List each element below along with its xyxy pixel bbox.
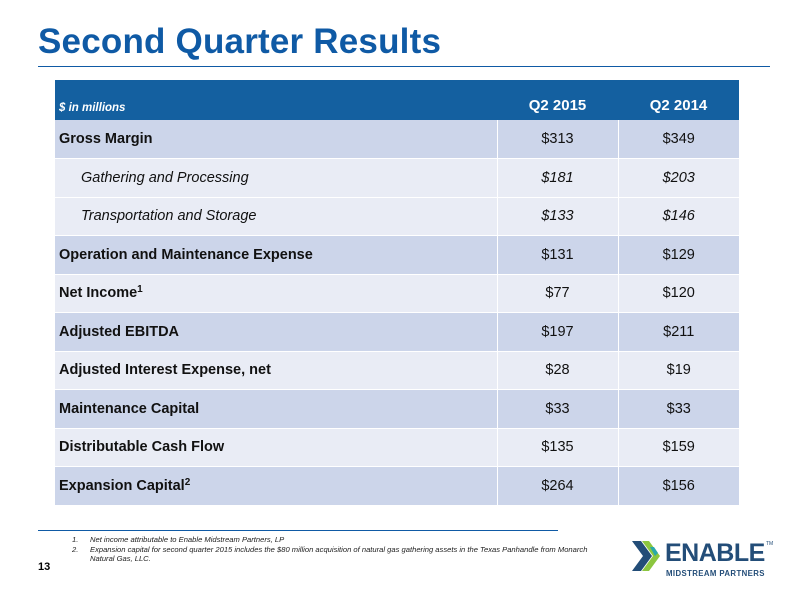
value-q2-2015: $313 (496, 120, 618, 159)
table-row: Operation and Maintenance Expense $131 $… (55, 235, 739, 275)
logo-wordmark: ENABLE (665, 539, 765, 567)
footnote-text: Expansion capital for second quarter 201… (90, 544, 588, 564)
value-q2-2014: $129 (617, 235, 739, 275)
table-row: Adjusted EBITDA $197 $211 (55, 312, 739, 352)
row-label: Adjusted Interest Expense, net (55, 351, 497, 390)
title-divider (38, 66, 770, 67)
value-q2-2015: $133 (496, 197, 618, 236)
footnote-item: 1. Net income attributable to Enable Mid… (72, 535, 592, 545)
value-q2-2014: $159 (617, 428, 739, 467)
row-label: Maintenance Capital (55, 389, 497, 429)
value-q2-2014: $120 (617, 274, 739, 313)
logo-trademark: TM (766, 541, 774, 547)
enable-chevron-icon (632, 541, 660, 571)
value-q2-2014: $203 (617, 158, 739, 198)
value-q2-2014: $211 (617, 312, 739, 352)
footnote-number: 2. (72, 544, 79, 554)
value-q2-2015: $181 (496, 158, 618, 198)
row-label: Gathering and Processing (55, 158, 497, 198)
footnote-divider (38, 530, 558, 531)
footnote-number: 1. (72, 535, 79, 544)
value-q2-2014: $19 (617, 351, 739, 390)
row-label: Operation and Maintenance Expense (55, 235, 497, 275)
results-table: $ in millions Q2 2015 Q2 2014 Gross Marg… (55, 80, 739, 506)
table-row: Expansion Capital2 $264 $156 (55, 466, 739, 506)
value-q2-2015: $264 (496, 466, 618, 506)
table-row: Gross Margin $313 $349 (55, 120, 739, 159)
row-label: Transportation and Storage (55, 197, 497, 236)
row-label: Net Income1 (55, 274, 497, 313)
table-row: Gathering and Processing $181 $203 (55, 158, 739, 198)
column-header-q2-2015: Q2 2015 (528, 97, 587, 114)
footnote-item: 2. Expansion capital for second quarter … (72, 545, 592, 564)
value-q2-2015: $28 (496, 351, 618, 390)
table-row: Adjusted Interest Expense, net $28 $19 (55, 351, 739, 390)
footnote-ref: 2 (184, 476, 191, 488)
value-q2-2015: $33 (496, 389, 618, 429)
table-row: Maintenance Capital $33 $33 (55, 389, 739, 429)
footnote-text: Net income attributable to Enable Midstr… (90, 535, 285, 544)
column-header-q2-2014: Q2 2014 (649, 97, 708, 114)
page-number: 13 (38, 561, 51, 573)
value-q2-2015: $77 (496, 274, 618, 313)
value-q2-2015: $131 (496, 235, 618, 275)
row-label: Gross Margin (55, 120, 497, 159)
table-row: Distributable Cash Flow $135 $159 (55, 428, 739, 467)
value-q2-2014: $156 (617, 466, 739, 506)
value-q2-2015: $135 (496, 428, 618, 467)
units-label: $ in millions (59, 102, 126, 114)
value-q2-2014: $146 (617, 197, 739, 236)
slide-title: Second Quarter Results (38, 22, 442, 61)
row-label: Distributable Cash Flow (55, 428, 497, 467)
table-row: Net Income1 $77 $120 (55, 274, 739, 313)
logo-tagline: MIDSTREAM PARTNERS (666, 569, 765, 578)
value-q2-2014: $349 (617, 120, 739, 159)
value-q2-2015: $197 (496, 312, 618, 352)
row-label: Expansion Capital2 (55, 466, 497, 506)
enable-logo: ENABLE TM MIDSTREAM PARTNERS (628, 538, 774, 582)
row-label: Adjusted EBITDA (55, 312, 497, 352)
table-header-row: $ in millions Q2 2015 Q2 2014 (55, 80, 739, 120)
footnotes: 1. Net income attributable to Enable Mid… (72, 535, 592, 564)
value-q2-2014: $33 (617, 389, 739, 429)
table-row: Transportation and Storage $133 $146 (55, 197, 739, 236)
footnote-ref: 1 (137, 284, 143, 296)
